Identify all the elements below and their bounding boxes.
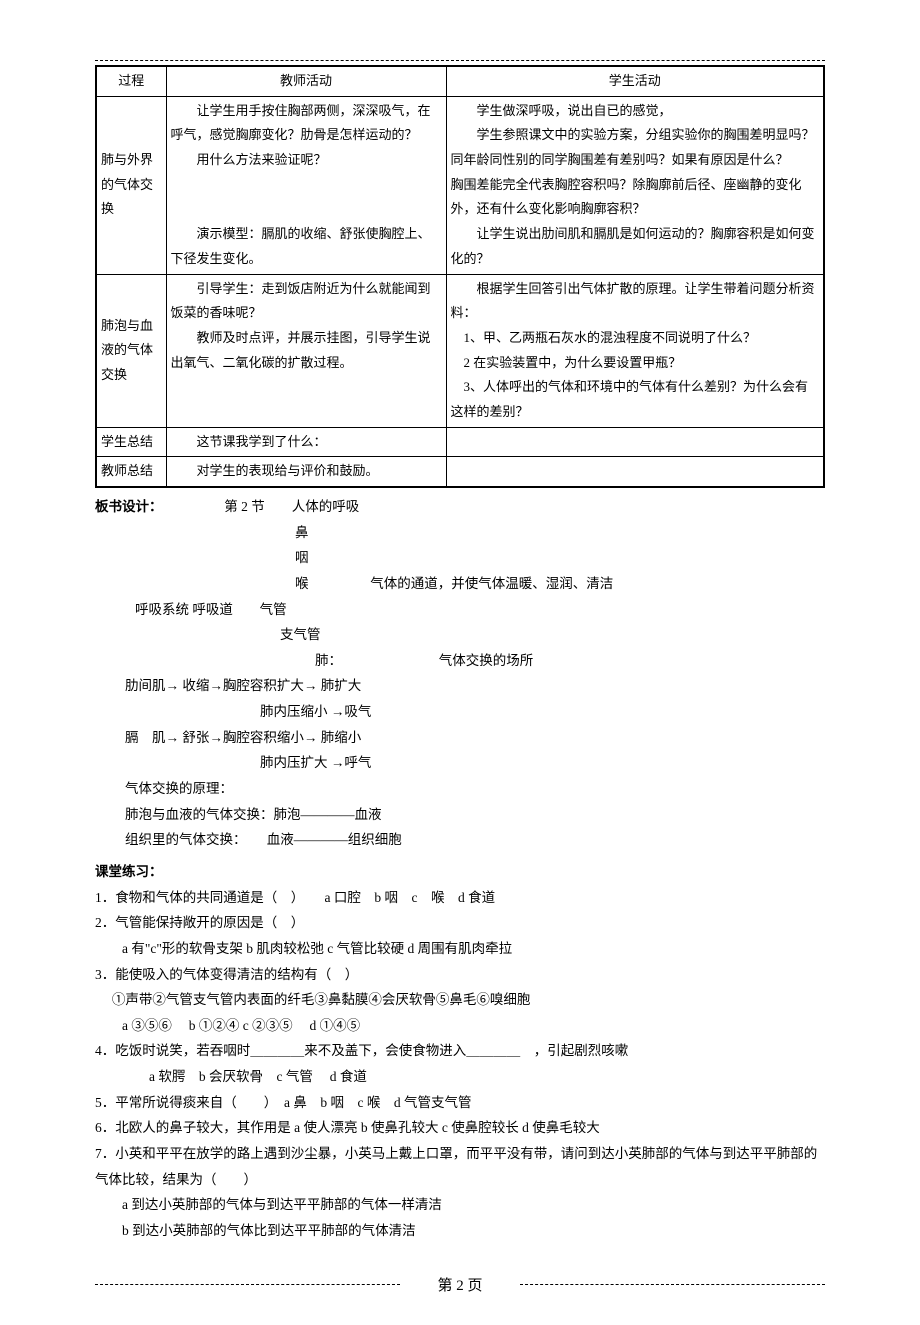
exercise-q7c: b 到达小英肺部的气体比到达平平肺部的气体清洁 [95, 1218, 825, 1244]
cell-student: 学生做深呼吸，说出自已的感觉， 学生参照课文中的实验方案，分组实验你的胸围差明显… [446, 96, 824, 274]
cell-text: 肺与外界的气体交换 [101, 152, 153, 216]
cell-process: 教师总结 [96, 457, 166, 487]
cell-process: 肺与外界的气体交换 [96, 96, 166, 274]
table-header-row: 过程 教师活动 学生活动 [96, 66, 824, 96]
header-student: 学生活动 [446, 66, 824, 96]
cell-text: 根据学生回答引出气体扩散的原理。让学生带着问题分析资料： 1、甲、乙两瓶石灰水的… [451, 281, 815, 419]
board-line: 肺泡与血液的气体交换：肺泡————血液 [95, 802, 825, 828]
board-line: 膈 肌→ 舒张→胸腔容积缩小→ 肺缩小 [95, 725, 825, 751]
exercises: 课堂练习： 1．食物和气体的共同通道是（ ） a 口腔 b 咽 c 喉 d 食道… [95, 859, 825, 1244]
exercise-q7b: a 到达小英肺部的气体与到达平平肺部的气体一样清洁 [95, 1192, 825, 1218]
cell-text: 学生做深呼吸，说出自已的感觉， 学生参照课文中的实验方案，分组实验你的胸围差明显… [451, 103, 815, 266]
board-design: 板书设计： 第 2 节 人体的呼吸 鼻 咽 喉 气体的通道，并使气体温暖、湿润、… [95, 494, 825, 853]
board-line: 喉 [295, 576, 309, 591]
board-line: 组织里的气体交换： 血液————组织细胞 [95, 827, 825, 853]
cell-text: 这节课我学到了什么： [171, 434, 327, 449]
board-line: 气体的通道，并使气体温暖、湿润、清洁 [370, 576, 613, 591]
exercise-q7a: 7．小英和平平在放学的路上遇到沙尘暴，小英马上戴上口罩，而平平没有带，请问到达小… [95, 1141, 825, 1192]
top-divider [95, 60, 825, 61]
board-line: 肺： [315, 653, 342, 668]
cell-text: 让学生用手按住胸部两侧，深深吸气，在呼气，感觉胸廓变化？肋骨是怎样运动的？ 用什… [171, 103, 431, 266]
board-line: 气体交换的原理： [95, 776, 825, 802]
board-title: 第 2 节 人体的呼吸 [224, 499, 359, 514]
board-line: 肋间肌→ 收缩→胸腔容积扩大→ 肺扩大 [95, 673, 825, 699]
board-line: 呼吸系统 呼吸道 [135, 602, 233, 617]
cell-teacher: 这节课我学到了什么： [166, 427, 446, 457]
exercise-q3b: ①声带②气管支气管内表面的纤毛③鼻黏膜④会厌软骨⑤鼻毛⑥嗅细胞 [95, 987, 825, 1013]
cell-teacher: 引导学生：走到饭店附近为什么就能闻到饭菜的香味呢？ 教师及时点评，并展示挂图，引… [166, 274, 446, 427]
cell-student [446, 427, 824, 457]
board-line: 肺内压缩小 →吸气 [95, 699, 825, 725]
board-line: 鼻 [95, 520, 825, 546]
exercise-q2a: 2．气管能保持敞开的原因是（ ） [95, 910, 825, 936]
table-row: 肺泡与血液的气体交换 引导学生：走到饭店附近为什么就能闻到饭菜的香味呢？ 教师及… [96, 274, 824, 427]
table-row: 肺与外界的气体交换 让学生用手按住胸部两侧，深深吸气，在呼气，感觉胸廓变化？肋骨… [96, 96, 824, 274]
table-row: 教师总结 对学生的表现给与评价和鼓励。 [96, 457, 824, 487]
lesson-table: 过程 教师活动 学生活动 肺与外界的气体交换 让学生用手按住胸部两侧，深深吸气，… [95, 65, 825, 488]
board-line: 气体交换的场所 [439, 653, 534, 668]
cell-process: 学生总结 [96, 427, 166, 457]
header-process: 过程 [96, 66, 166, 96]
page-number: 第 2 页 [437, 1278, 482, 1294]
exercise-q4a: 4．吃饭时说笑，若吞咽时＿＿＿＿来不及盖下，会使食物进入＿＿＿＿ ，引起剧烈咳嗽 [95, 1038, 825, 1064]
exercise-q6: 6．北欧人的鼻子较大，其作用是 a 使人漂亮 b 使鼻孔较大 c 使鼻腔较长 d… [95, 1115, 825, 1141]
exercise-q3a: 3．能使吸入的气体变得清洁的结构有（ ） [95, 962, 825, 988]
page-footer: 第 2 页 [95, 1274, 825, 1295]
board-line: 支气管 [95, 622, 825, 648]
board-line: 肺内压扩大 →呼气 [95, 750, 825, 776]
exercise-q5: 5．平常所说得痰来自（ ） a 鼻 b 咽 c 喉 d 气管支气管 [95, 1090, 825, 1116]
cell-teacher: 对学生的表现给与评价和鼓励。 [166, 457, 446, 487]
exercise-q1: 1．食物和气体的共同通道是（ ） a 口腔 b 咽 c 喉 d 食道 [95, 885, 825, 911]
board-title-label: 板书设计： [95, 499, 163, 514]
cell-text: 学生总结 [101, 434, 153, 449]
board-line: 咽 [95, 545, 825, 571]
cell-text: 肺泡与血液的气体交换 [101, 318, 153, 382]
exercise-q3c: a ③⑤⑥ b ①②④ c ②③⑤ d ①④⑤ [95, 1013, 825, 1039]
cell-text: 教师总结 [101, 463, 153, 478]
cell-process: 肺泡与血液的气体交换 [96, 274, 166, 427]
exercise-q2b: a 有"c"形的软骨支架 b 肌肉较松弛 c 气管比较硬 d 周围有肌肉牵拉 [95, 936, 825, 962]
cell-teacher: 让学生用手按住胸部两侧，深深吸气，在呼气，感觉胸廓变化？肋骨是怎样运动的？ 用什… [166, 96, 446, 274]
cell-student: 根据学生回答引出气体扩散的原理。让学生带着问题分析资料： 1、甲、乙两瓶石灰水的… [446, 274, 824, 427]
cell-student [446, 457, 824, 487]
header-teacher: 教师活动 [166, 66, 446, 96]
table-row: 学生总结 这节课我学到了什么： [96, 427, 824, 457]
exercise-q4b: a 软腭 b 会厌软骨 c 气管 d 食道 [95, 1064, 825, 1090]
exercise-heading: 课堂练习： [95, 859, 825, 885]
cell-text: 引导学生：走到饭店附近为什么就能闻到饭菜的香味呢？ 教师及时点评，并展示挂图，引… [171, 281, 431, 370]
board-line: 气管 [260, 602, 287, 617]
cell-text: 对学生的表现给与评价和鼓励。 [171, 463, 379, 478]
